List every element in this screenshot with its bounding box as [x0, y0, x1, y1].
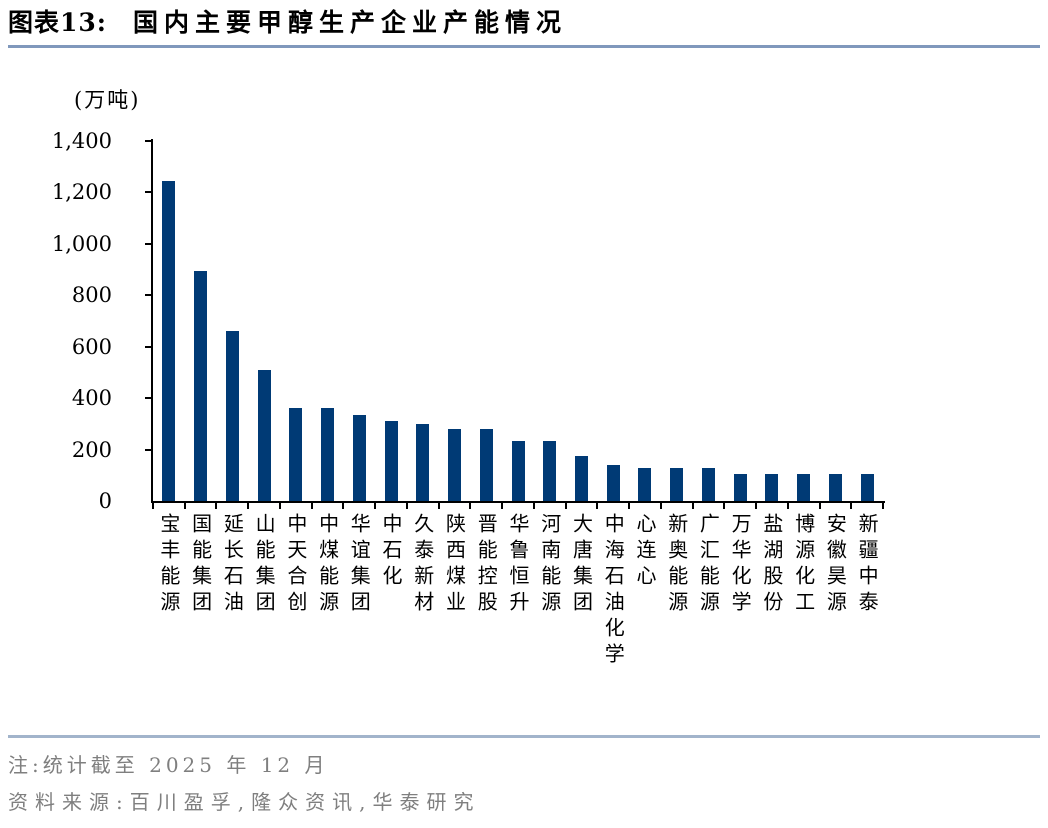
x-axis-label: 新疆中泰	[855, 513, 880, 617]
x-axis-label: 万华化学	[728, 513, 753, 617]
x-axis-label: 心连心	[632, 513, 657, 591]
bar	[511, 441, 525, 501]
bar	[194, 271, 208, 501]
x-axis-tick	[564, 501, 567, 509]
bar	[543, 441, 557, 501]
x-axis-tick	[152, 501, 154, 509]
figure-header: 图表13: 国内主要甲醇生产企业产能情况	[8, 6, 567, 40]
x-axis-label: 延长石油	[220, 513, 245, 617]
x-axis-label: 大唐集团	[569, 513, 594, 617]
x-axis-label: 山能集团	[252, 513, 277, 617]
chart-note: 注:统计截至 2025 年 12 月	[8, 753, 329, 777]
x-axis-label: 晋能控股	[474, 513, 499, 617]
x-axis-label: 博源化工	[791, 513, 816, 617]
x-axis-label: 宝丰能源	[156, 513, 181, 617]
chart-source: 资料来源:百川盈孚,隆众资讯,华泰研究	[8, 790, 481, 814]
x-axis-tick	[278, 501, 281, 509]
bar	[321, 408, 335, 501]
x-axis-label: 华鲁恒升	[506, 513, 530, 617]
x-axis-label: 陕西煤业	[442, 513, 467, 617]
x-axis-tick	[469, 501, 472, 509]
x-axis-label: 安徽昊源	[823, 513, 848, 617]
y-axis-line	[151, 139, 153, 503]
y-axis-tick-label: 1,200	[51, 180, 112, 205]
x-axis-tick	[342, 501, 345, 509]
x-axis-tick	[882, 501, 884, 509]
footer-divider	[8, 735, 1040, 738]
y-axis-tick	[145, 345, 153, 348]
x-axis-tick	[247, 501, 250, 509]
x-axis-tick	[374, 501, 377, 509]
x-axis-tick	[850, 501, 853, 509]
y-axis-tick	[145, 448, 153, 451]
bar	[384, 421, 398, 501]
y-axis-tick	[145, 140, 153, 142]
bar	[765, 474, 779, 501]
bar	[574, 456, 588, 501]
y-axis-tick-label: 200	[71, 437, 112, 462]
x-axis-tick	[818, 501, 821, 509]
x-axis-tick	[755, 501, 758, 509]
figure-title: 国内主要甲醇生产企业产能情况	[133, 8, 568, 37]
x-axis-tick	[405, 501, 408, 509]
bar	[162, 181, 176, 501]
x-axis-tick	[215, 501, 218, 509]
x-axis-label: 广汇能源	[696, 513, 721, 617]
figure-number-label: 图表13:	[8, 8, 108, 37]
bar	[670, 468, 684, 501]
y-axis-tick-label: 0	[98, 489, 112, 513]
x-axis-label: 中天合创	[283, 513, 308, 617]
bar	[860, 474, 874, 501]
x-axis-tick	[691, 501, 694, 509]
x-axis-label: 华谊集团	[347, 513, 372, 617]
bar	[479, 429, 493, 501]
x-axis-tick	[786, 501, 789, 509]
y-axis-tick	[145, 294, 153, 297]
bar	[797, 474, 811, 501]
x-axis-tick	[628, 501, 631, 509]
bar	[289, 408, 303, 501]
x-axis-tick	[659, 501, 662, 509]
bar	[701, 468, 715, 501]
x-axis-line	[151, 501, 885, 503]
y-axis-tick-label: 800	[71, 283, 112, 308]
x-axis-label: 中石化	[379, 513, 404, 591]
y-axis-tick-label: 1,000	[51, 231, 112, 256]
y-axis-tick-label: 1,400	[51, 129, 112, 153]
x-axis-tick	[501, 501, 504, 509]
bar	[352, 415, 366, 501]
x-axis-tick	[596, 501, 599, 509]
y-axis-tick-label: 400	[71, 386, 112, 411]
bar	[606, 465, 620, 501]
x-axis-label: 中海石油化学	[601, 513, 626, 669]
y-axis-tick-label: 600	[71, 334, 112, 359]
bar	[225, 331, 239, 501]
y-axis-tick	[145, 242, 153, 245]
x-axis-label: 盐湖股份	[759, 513, 784, 617]
y-axis-tick	[145, 397, 153, 400]
x-axis-label: 河南能源	[537, 513, 562, 617]
x-axis-tick	[723, 501, 726, 509]
bar	[416, 424, 430, 501]
x-axis-label: 久泰新材	[410, 513, 435, 617]
x-axis-tick	[532, 501, 535, 509]
x-axis-label: 国能集团	[188, 513, 213, 617]
bar	[638, 468, 652, 501]
bar	[257, 370, 271, 501]
x-axis-tick	[183, 501, 186, 509]
title-divider	[8, 45, 1040, 48]
y-axis-tick	[145, 191, 153, 194]
x-axis-tick	[310, 501, 313, 509]
x-axis-label: 新奥能源	[664, 513, 689, 617]
x-axis-label: 中煤能源	[315, 513, 340, 617]
bar	[448, 429, 462, 501]
x-axis-tick	[437, 501, 440, 509]
bar	[828, 474, 842, 501]
bar	[733, 474, 747, 501]
y-axis-unit-label: (万吨)	[74, 88, 141, 112]
